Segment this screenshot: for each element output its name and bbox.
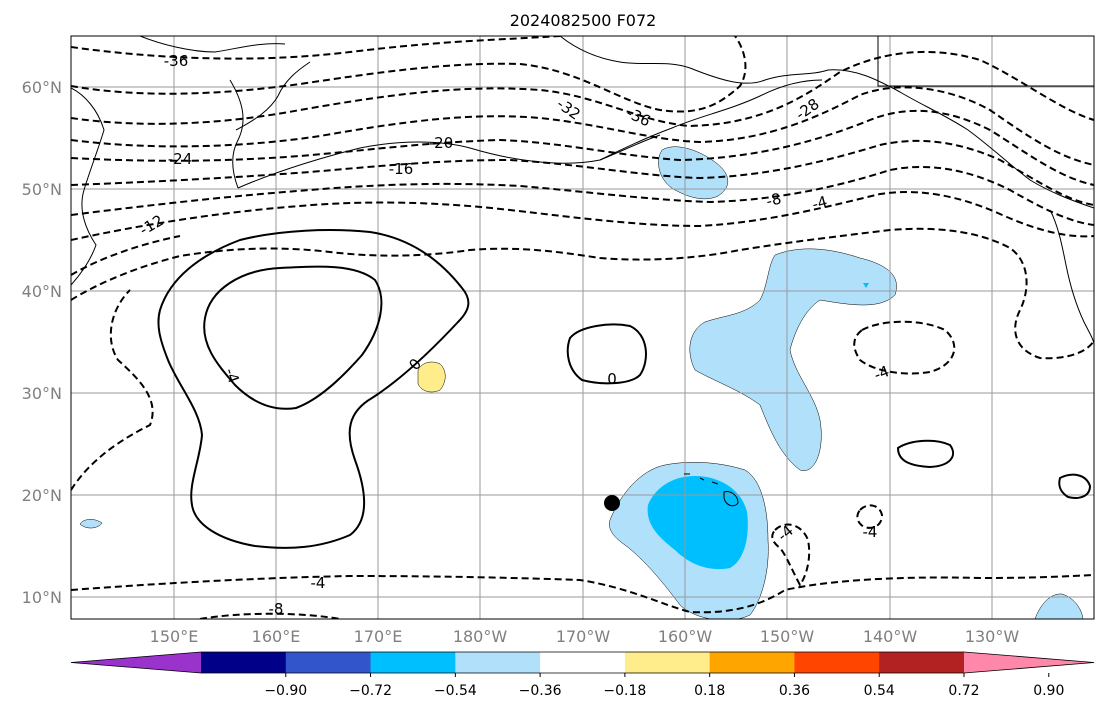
coastline-asia: [71, 87, 105, 286]
zero-contours: [157, 229, 1092, 549]
contour-line: [71, 109, 1094, 186]
lon-label: 170°W: [556, 627, 611, 646]
lat-label: 40°N: [22, 282, 62, 301]
contour-line: [71, 36, 561, 60]
contour-label: 0: [607, 370, 617, 388]
lon-label: 150°W: [760, 627, 815, 646]
colorbar-segment: [285, 652, 372, 673]
light-blue-region-west: [79, 519, 103, 529]
contour-line: [199, 612, 341, 619]
shaded-regions: [79, 146, 1084, 619]
contour-label: -4: [872, 362, 892, 384]
lon-label: 160°E: [252, 627, 301, 646]
colorbar-segment: [794, 652, 880, 673]
border-canada: [877, 36, 1094, 87]
contour-label: -20: [429, 134, 454, 152]
contour-label: -24: [168, 150, 193, 168]
gridlines: [71, 36, 1094, 619]
light-blue-region-central: [689, 248, 897, 471]
contour-label: -4: [221, 366, 243, 386]
lon-label: 140°W: [863, 627, 918, 646]
colorbar-tick-label: 0.54: [864, 683, 895, 699]
yellow-region: [417, 361, 446, 393]
map-frame: [70, 35, 1095, 620]
colorbar-tick-label: −0.18: [603, 683, 646, 699]
hawaii-islands: [684, 473, 739, 507]
latitude-labels: 60°N 50°N 40°N 30°N 20°N 10°N: [22, 78, 62, 607]
location-marker: [604, 495, 620, 511]
lat-label: 50°N: [22, 180, 62, 199]
colorbar-tick-label: −0.36: [519, 683, 562, 699]
lat-label: 60°N: [22, 78, 62, 97]
colorbar-segment: [540, 652, 626, 673]
contour-line: [71, 50, 1094, 128]
lat-label: 30°N: [22, 384, 62, 403]
contour-label: -8: [269, 600, 284, 618]
light-blue-region-north: [658, 146, 729, 200]
coastline-aleutians: [237, 134, 661, 189]
contour-label: -4: [774, 522, 797, 545]
contour-line: [71, 191, 1094, 241]
contour-line: [203, 265, 383, 410]
lon-label: 160°W: [658, 627, 713, 646]
map-panel: -36 -32 -36 -28 -24 -20 -16 -12 -8 -4 -4…: [71, 36, 1094, 619]
contour-line: [71, 165, 1094, 226]
colorbar-tick-label: 0.18: [694, 683, 725, 699]
colorbar-segment: [709, 652, 795, 673]
contour-label: -12: [136, 211, 166, 239]
colorbar-segment: [370, 652, 456, 673]
colorbar-tick-label: 0.72: [948, 683, 979, 699]
colorbar-tick-label: −0.72: [349, 683, 392, 699]
contour-line: [71, 574, 1094, 614]
contour-label: -8: [764, 189, 783, 210]
lat-label: 10°N: [22, 588, 62, 607]
contour-label: -4: [311, 574, 326, 592]
coastline-north-america: [1049, 209, 1094, 346]
colorbar-tick-label: 0.90: [1033, 683, 1064, 699]
lon-label: 150°E: [150, 627, 199, 646]
colorbar-extension-low: [71, 652, 201, 673]
contour-line: [853, 320, 956, 375]
coastline-siberia: [139, 36, 286, 53]
colorbar-segment: [879, 652, 965, 673]
contour-line: [71, 227, 1094, 360]
contour-line: [771, 523, 811, 587]
lon-label: 130°W: [965, 627, 1020, 646]
colorbar-tick-label: −0.54: [434, 683, 477, 699]
coastline-gulf-alaska: [599, 79, 823, 161]
colorbar-segment: [201, 652, 287, 673]
longitude-labels: 150°E 160°E 170°E 180°W 170°W 160°W 150°…: [150, 627, 1020, 646]
colorbar-segment: [624, 652, 711, 673]
lat-label: 20°N: [22, 486, 62, 505]
contour-label: -16: [389, 160, 414, 178]
contour-line: [566, 323, 647, 385]
contour-line: [856, 504, 884, 529]
contour-line: [71, 235, 181, 276]
contour-line: [71, 289, 154, 491]
colorbar-tick-label: −0.90: [264, 683, 307, 699]
light-blue-region-southeast: [1034, 593, 1084, 619]
map-title: 2024082500 F072: [510, 11, 657, 30]
negative-contours: [71, 36, 1094, 619]
colorbar: −0.90 −0.72 −0.54 −0.36 −0.18 0.18 0.36 0.54 0.7…: [70, 651, 1095, 699]
contour-label: -4: [863, 523, 878, 541]
lon-label: 180°W: [453, 627, 508, 646]
lon-label: 170°E: [354, 627, 403, 646]
light-blue-spot: [863, 283, 869, 288]
contour-label: -4: [810, 192, 829, 213]
blue-region-hawaii: [647, 476, 748, 570]
colorbar-outline: [70, 651, 1095, 674]
contour-line: [71, 36, 747, 113]
contour-line: [71, 139, 1094, 206]
contour-line: [71, 86, 1094, 166]
contour-line: [896, 439, 955, 469]
coastline-kamchatka: [229, 61, 311, 189]
colorbar-segment: [455, 652, 541, 673]
contour-line: [157, 229, 470, 549]
colorbar-tick-label: 0.36: [779, 683, 810, 699]
colorbar-extension-high: [964, 652, 1094, 673]
contour-label: -36: [164, 52, 189, 70]
contour-line: [1058, 473, 1092, 499]
